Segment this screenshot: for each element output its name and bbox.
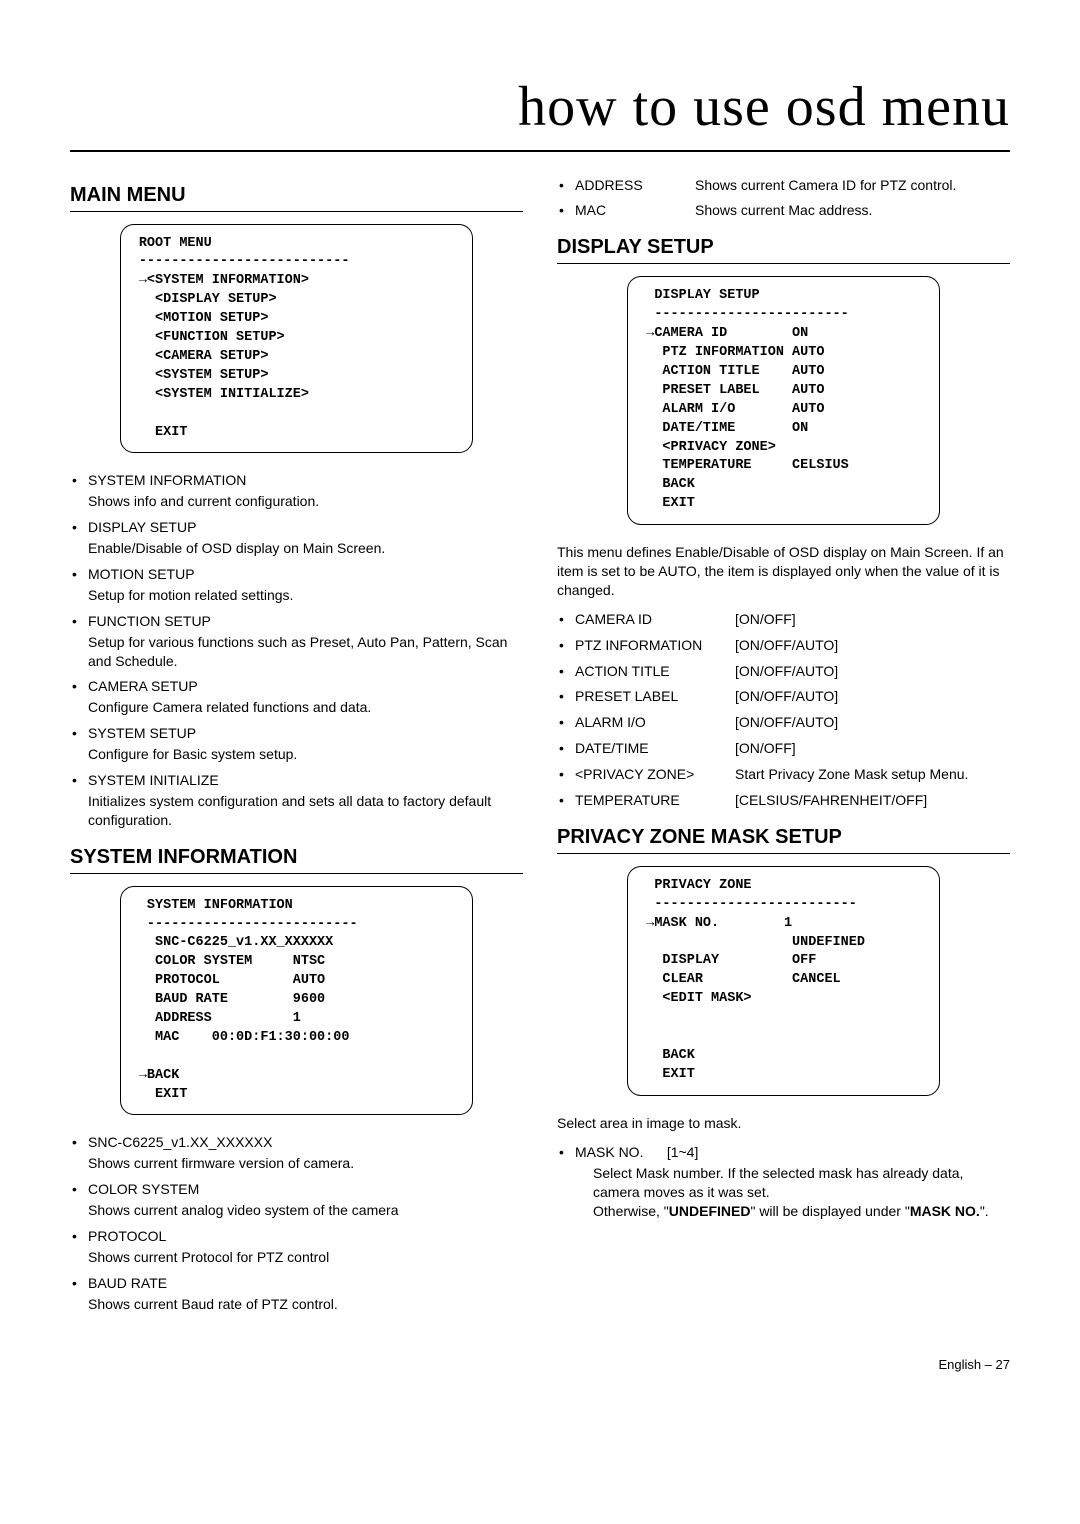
item-term: ADDRESS (575, 176, 695, 195)
main-menu-list: SYSTEM INFORMATION Shows info and current… (70, 471, 523, 829)
item-term: SYSTEM INITIALIZE (88, 772, 219, 788)
display-setup-list: CAMERA ID[ON/OFF] PTZ INFORMATION[ON/OFF… (557, 610, 1010, 810)
item-desc: Configure Camera related functions and d… (88, 698, 523, 717)
item-desc: Shows current Mac address. (695, 201, 872, 220)
maskno-label-bold: MASK NO. (910, 1203, 980, 1219)
sysinfo-list-left: SNC-C6225_v1.XX_XXXXXX Shows current firm… (70, 1133, 523, 1313)
item-value: [ON/OFF/AUTO] (735, 713, 838, 732)
item-desc: Initializes system configuration and set… (88, 792, 523, 830)
item-desc: Shows current analog video system of the… (88, 1201, 523, 1220)
item-term: DATE/TIME (575, 739, 735, 758)
item-term: SNC-C6225_v1.XX_XXXXXX (88, 1134, 272, 1150)
item-value: [CELSIUS/FAHRENHEIT/OFF] (735, 791, 927, 810)
maskno-range: [1~4] (667, 1144, 699, 1160)
item-term: MAC (575, 201, 695, 220)
list-item: SYSTEM SETUP Configure for Basic system s… (70, 724, 523, 764)
list-item: PRESET LABEL[ON/OFF/AUTO] (557, 687, 1010, 706)
item-term: PRESET LABEL (575, 687, 735, 706)
item-desc: Shows info and current configuration. (88, 492, 523, 511)
list-item: SYSTEM INITIALIZE Initializes system conf… (70, 771, 523, 830)
item-term: FUNCTION SETUP (88, 613, 211, 629)
list-item: BAUD RATE Shows current Baud rate of PTZ … (70, 1274, 523, 1314)
list-item: DATE/TIME[ON/OFF] (557, 739, 1010, 758)
display-setup-title: DISPLAY SETUP (557, 234, 1010, 264)
list-item: DISPLAY SETUP Enable/Disable of OSD displ… (70, 518, 523, 558)
main-menu-title: MAIN MENU (70, 182, 523, 212)
page-title: how to use osd menu (70, 70, 1010, 152)
content-columns: MAIN MENU ROOT MENU --------------------… (70, 176, 1010, 1328)
list-item: COLOR SYSTEM Shows current analog video s… (70, 1180, 523, 1220)
item-value: [ON/OFF] (735, 739, 796, 758)
right-column: ADDRESSShows current Camera ID for PTZ c… (557, 176, 1010, 1328)
maskno-text-2: " will be displayed under " (750, 1203, 909, 1219)
maskno-text-3: ". (980, 1203, 989, 1219)
left-column: MAIN MENU ROOT MENU --------------------… (70, 176, 523, 1328)
item-term: TEMPERATURE (575, 791, 735, 810)
item-term: CAMERA ID (575, 610, 735, 629)
list-item: CAMERA ID[ON/OFF] (557, 610, 1010, 629)
item-term: CAMERA SETUP (88, 678, 198, 694)
sysinfo-title: SYSTEM INFORMATION (70, 844, 523, 874)
item-desc: Configure for Basic system setup. (88, 745, 523, 764)
display-setup-osd: DISPLAY SETUP ------------------------ →… (627, 276, 940, 525)
item-term: SYSTEM INFORMATION (88, 472, 246, 488)
item-desc: Shows current Baud rate of PTZ control. (88, 1295, 523, 1314)
item-desc: Setup for motion related settings. (88, 586, 523, 605)
list-item: ALARM I/O[ON/OFF/AUTO] (557, 713, 1010, 732)
list-item: CAMERA SETUP Configure Camera related fun… (70, 677, 523, 717)
list-item: PTZ INFORMATION[ON/OFF/AUTO] (557, 636, 1010, 655)
item-term: PTZ INFORMATION (575, 636, 735, 655)
list-item: PROTOCOL Shows current Protocol for PTZ c… (70, 1227, 523, 1267)
maskno-undefined: UNDEFINED (669, 1203, 751, 1219)
list-item: MACShows current Mac address. (557, 201, 1010, 220)
privacy-osd: PRIVACY ZONE ------------------------- →… (627, 866, 940, 1096)
item-desc: Enable/Disable of OSD display on Main Sc… (88, 539, 523, 558)
list-item: MOTION SETUP Setup for motion related set… (70, 565, 523, 605)
item-desc: Setup for various functions such as Pres… (88, 633, 523, 671)
item-term: MOTION SETUP (88, 566, 195, 582)
list-item: ADDRESSShows current Camera ID for PTZ c… (557, 176, 1010, 195)
item-term: DISPLAY SETUP (88, 519, 196, 535)
item-term: SYSTEM SETUP (88, 725, 196, 741)
item-value: [ON/OFF/AUTO] (735, 687, 838, 706)
list-item: SYSTEM INFORMATION Shows info and current… (70, 471, 523, 511)
list-item: TEMPERATURE[CELSIUS/FAHRENHEIT/OFF] (557, 791, 1010, 810)
privacy-list: MASK NO. [1~4] Select Mask number. If th… (557, 1143, 1010, 1222)
item-term: COLOR SYSTEM (88, 1181, 199, 1197)
sysinfo-osd: SYSTEM INFORMATION ---------------------… (120, 886, 473, 1116)
item-value: [ON/OFF/AUTO] (735, 636, 838, 655)
item-value: [ON/OFF] (735, 610, 796, 629)
item-term: BAUD RATE (88, 1275, 167, 1291)
maskno-label: MASK NO. (575, 1144, 643, 1160)
main-menu-osd: ROOT MENU -------------------------- →<S… (120, 224, 473, 454)
privacy-title: PRIVACY ZONE MASK SETUP (557, 824, 1010, 854)
item-desc: Shows current Protocol for PTZ control (88, 1248, 523, 1267)
item-term: PROTOCOL (88, 1228, 166, 1244)
item-value: [ON/OFF/AUTO] (735, 662, 838, 681)
item-term: ACTION TITLE (575, 662, 735, 681)
list-item: FUNCTION SETUP Setup for various function… (70, 612, 523, 671)
list-item: MASK NO. [1~4] Select Mask number. If th… (557, 1143, 1010, 1222)
item-term: <PRIVACY ZONE> (575, 765, 735, 784)
list-item: <PRIVACY ZONE>Start Privacy Zone Mask se… (557, 765, 1010, 784)
list-item: SNC-C6225_v1.XX_XXXXXX Shows current firm… (70, 1133, 523, 1173)
item-value: Start Privacy Zone Mask setup Menu. (735, 765, 968, 784)
display-setup-intro: This menu defines Enable/Disable of OSD … (557, 543, 1010, 600)
page-footer: English – 27 (70, 1356, 1010, 1374)
list-item: ACTION TITLE[ON/OFF/AUTO] (557, 662, 1010, 681)
item-desc: Shows current Camera ID for PTZ control. (695, 176, 956, 195)
maskno-desc: Select Mask number. If the selected mask… (575, 1164, 1010, 1221)
footer-text: English – 27 (938, 1357, 1010, 1372)
sysinfo-list-right: ADDRESSShows current Camera ID for PTZ c… (557, 176, 1010, 221)
item-term: ALARM I/O (575, 713, 735, 732)
item-desc: Shows current firmware version of camera… (88, 1154, 523, 1173)
privacy-select-text: Select area in image to mask. (557, 1114, 1010, 1133)
